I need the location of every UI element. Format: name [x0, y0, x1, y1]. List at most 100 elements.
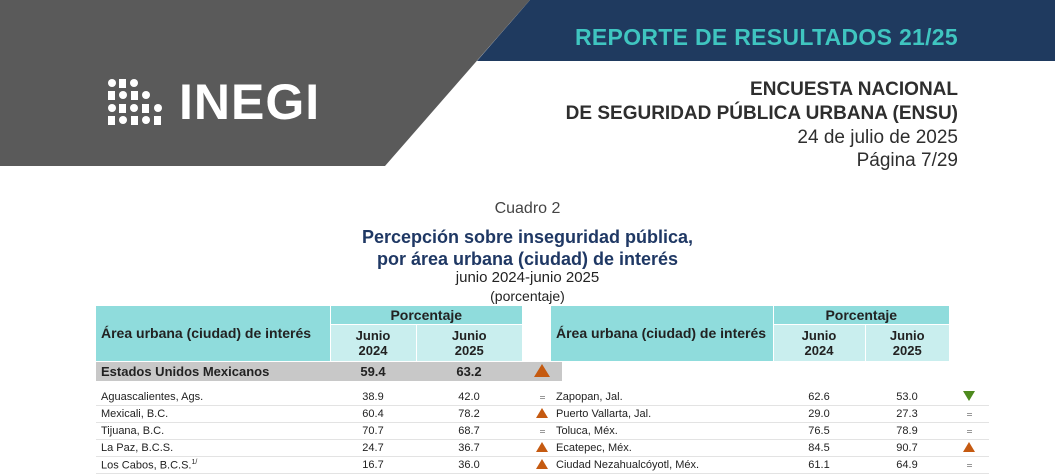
- area-name-text: Zapopan, Jal.: [556, 391, 623, 403]
- area-name: Aguascalientes, Ags.: [96, 389, 330, 406]
- value-2024: 24.7: [330, 439, 416, 457]
- area-name: Mexicali, B.C.: [96, 405, 330, 423]
- table-row: Puerto Vallarta, Jal. 29.0 27.3: [551, 405, 989, 423]
- area-name-text: Ciudad Nezahualcóyotl, Méx.: [556, 459, 700, 471]
- col-2024-header: Junio 2024: [329, 324, 416, 362]
- value-2025: 53.0: [865, 389, 949, 406]
- table-row: Tijuana, B.C. 70.7 68.7: [96, 422, 562, 440]
- value-2025: 27.3: [865, 405, 949, 423]
- trend-down-icon: [963, 390, 975, 401]
- area-name-text: Mexicali, B.C.: [101, 408, 169, 420]
- col-2024-year: 2024: [804, 343, 834, 358]
- value-2025: 64.9: [865, 456, 949, 474]
- value-2024: 16.7: [330, 456, 416, 474]
- area-name-text: Ecatepec, Méx.: [556, 442, 632, 454]
- area-name: Ecatepec, Méx.: [551, 439, 773, 457]
- empty-cell: [551, 361, 989, 381]
- value-2024: 84.5: [773, 439, 865, 457]
- col-2024-year: 2024: [358, 343, 388, 358]
- table-header-row: Área urbana (ciudad) de interés Porcenta…: [96, 306, 562, 362]
- report-label: REPORTE DE RESULTADOS 21/25: [575, 24, 958, 50]
- trend-up-icon: [536, 458, 548, 469]
- area-name-text: Toluca, Méx.: [556, 425, 618, 437]
- table-row: Toluca, Méx. 76.5 78.9: [551, 422, 989, 440]
- table-period: junio 2024-junio 2025: [455, 269, 600, 286]
- value-2024: 38.9: [330, 389, 416, 406]
- national-row: Estados Unidos Mexicanos 59.4 63.2: [96, 361, 562, 381]
- col-2024-header: Junio 2024: [772, 324, 865, 362]
- area-name-text: Aguascalientes, Ags.: [101, 391, 204, 403]
- national-2024: 59.4: [330, 361, 416, 381]
- footnote-mark: 1/: [191, 458, 198, 466]
- national-row-placeholder: [551, 361, 989, 381]
- inegi-logo: INEGI: [107, 77, 320, 127]
- survey-header: ENCUESTA NACIONAL DE SEGURIDAD PÚBLICA U…: [566, 78, 958, 172]
- area-column-header: Área urbana (ciudad) de interés: [551, 306, 773, 362]
- area-column-header: Área urbana (ciudad) de interés: [96, 306, 330, 362]
- trend-up-icon: [536, 407, 548, 418]
- area-name: Toluca, Méx.: [551, 422, 773, 440]
- table-title: Percepción sobre inseguridad pública, po…: [0, 226, 1055, 270]
- trend-equal-icon: [539, 429, 545, 433]
- area-name-text: La Paz, B.C.S.: [101, 442, 174, 454]
- inegi-logo-mark: [108, 79, 162, 125]
- trend-cell: [949, 422, 989, 440]
- trend-cell: [949, 439, 989, 457]
- area-name-text: Los Cabos, B.C.S.: [101, 459, 192, 472]
- value-2024: 29.0: [773, 405, 865, 423]
- publication-date: 24 de julio de 2025: [797, 127, 958, 148]
- area-name-text: Tijuana, B.C.: [101, 425, 165, 437]
- col-2025-year: 2025: [892, 343, 922, 358]
- table-year-row: Junio 2024 Junio 2025: [96, 324, 562, 362]
- page-number: Página 7/29: [856, 150, 958, 171]
- survey-title-line2: DE SEGURIDAD PÚBLICA URBANA (ENSU): [565, 103, 958, 124]
- table-row: Aguascalientes, Ags. 38.9 42.0: [96, 389, 562, 406]
- header-navy-band: [477, 0, 1055, 61]
- trend-equal-icon: [966, 429, 972, 433]
- trend-cell: [949, 456, 989, 474]
- value-2025: 68.7: [416, 422, 522, 440]
- percentage-header: Porcentaje: [329, 306, 522, 325]
- value-2024: 70.7: [330, 422, 416, 440]
- table-unit: (porcentaje): [490, 288, 565, 304]
- value-2025: 90.7: [865, 439, 949, 457]
- value-2024: 62.6: [773, 389, 865, 406]
- national-name: Estados Unidos Mexicanos: [96, 361, 330, 381]
- table-row: Zapopan, Jal. 62.6 53.0: [551, 389, 989, 406]
- value-2025: 78.9: [865, 422, 949, 440]
- value-2025: 42.0: [416, 389, 522, 406]
- table-number: Cuadro 2: [494, 200, 561, 217]
- area-name: Ciudad Nezahualcóyotl, Méx.: [551, 456, 773, 474]
- survey-title-line1: ENCUESTA NACIONAL: [750, 79, 958, 100]
- table-header-row: Área urbana (ciudad) de interés Porcenta…: [551, 306, 989, 362]
- value-2025: 36.7: [416, 439, 522, 457]
- area-name: Los Cabos, B.C.S.1/: [96, 456, 330, 474]
- table-row: Mexicali, B.C. 60.4 78.2: [96, 405, 562, 423]
- value-2024: 76.5: [773, 422, 865, 440]
- area-name: Tijuana, B.C.: [96, 422, 330, 440]
- table-title-line1: Percepción sobre inseguridad pública,: [361, 227, 694, 247]
- value-2024: 60.4: [330, 405, 416, 423]
- spacer-row: [551, 381, 989, 389]
- trend-cell: [949, 405, 989, 423]
- spacer-row: [96, 381, 562, 389]
- inegi-logo-text: INEGI: [179, 74, 321, 130]
- value-2025: 78.2: [416, 405, 522, 423]
- header-spacer: [949, 325, 989, 362]
- area-name: Puerto Vallarta, Jal.: [551, 405, 773, 423]
- trend-equal-icon: [966, 412, 972, 416]
- value-2024: 61.1: [773, 456, 865, 474]
- col-2025-month: Junio: [889, 328, 925, 343]
- col-2025-year: 2025: [454, 343, 484, 358]
- trend-up-icon: [536, 441, 548, 452]
- table-title-line2: por área urbana (ciudad) de interés: [376, 249, 679, 269]
- table-row: Ciudad Nezahualcóyotl, Méx. 61.1 64.9: [551, 456, 989, 474]
- trend-equal-icon: [539, 395, 545, 399]
- header-spacer: [949, 306, 989, 325]
- trend-up-icon: [963, 441, 975, 452]
- trend-cell: [949, 389, 989, 406]
- results-table-left: Área urbana (ciudad) de interés Porcenta…: [96, 306, 562, 474]
- area-name: La Paz, B.C.S.: [96, 439, 330, 457]
- percentage-header: Porcentaje: [772, 306, 949, 325]
- table-row: Ecatepec, Méx. 84.5 90.7: [551, 439, 989, 457]
